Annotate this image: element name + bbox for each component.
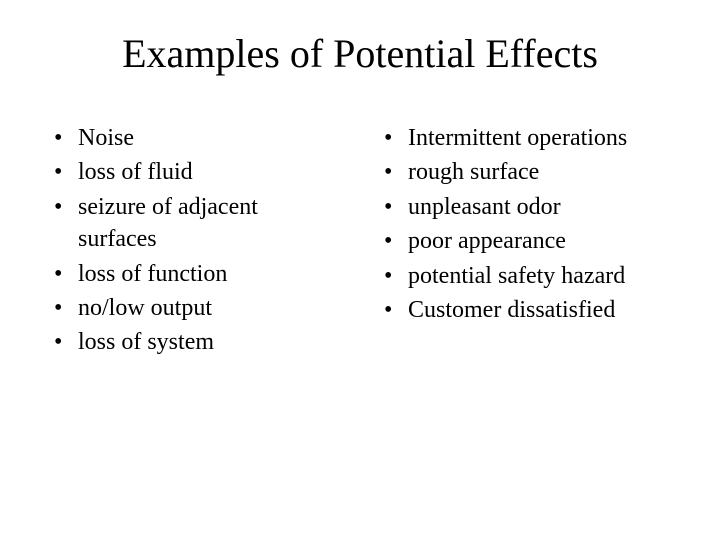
slide-title: Examples of Potential Effects — [50, 30, 670, 77]
list-item: seizure of adjacent surfaces — [50, 191, 340, 256]
list-item: loss of function — [50, 258, 340, 290]
left-list: Noise loss of fluid seizure of adjacent … — [50, 122, 340, 359]
list-item: Intermittent operations — [380, 122, 670, 154]
list-item: unpleasant odor — [380, 191, 670, 223]
right-column: Intermittent operations rough surface un… — [380, 122, 670, 361]
list-item: loss of system — [50, 326, 340, 358]
right-list: Intermittent operations rough surface un… — [380, 122, 670, 326]
list-item: potential safety hazard — [380, 260, 670, 292]
list-item: loss of fluid — [50, 156, 340, 188]
left-column: Noise loss of fluid seizure of adjacent … — [50, 122, 340, 361]
list-item: Noise — [50, 122, 340, 154]
list-item: rough surface — [380, 156, 670, 188]
list-item: no/low output — [50, 292, 340, 324]
list-item: poor appearance — [380, 225, 670, 257]
list-item: Customer dissatisfied — [380, 294, 670, 326]
content-columns: Noise loss of fluid seizure of adjacent … — [50, 122, 670, 361]
